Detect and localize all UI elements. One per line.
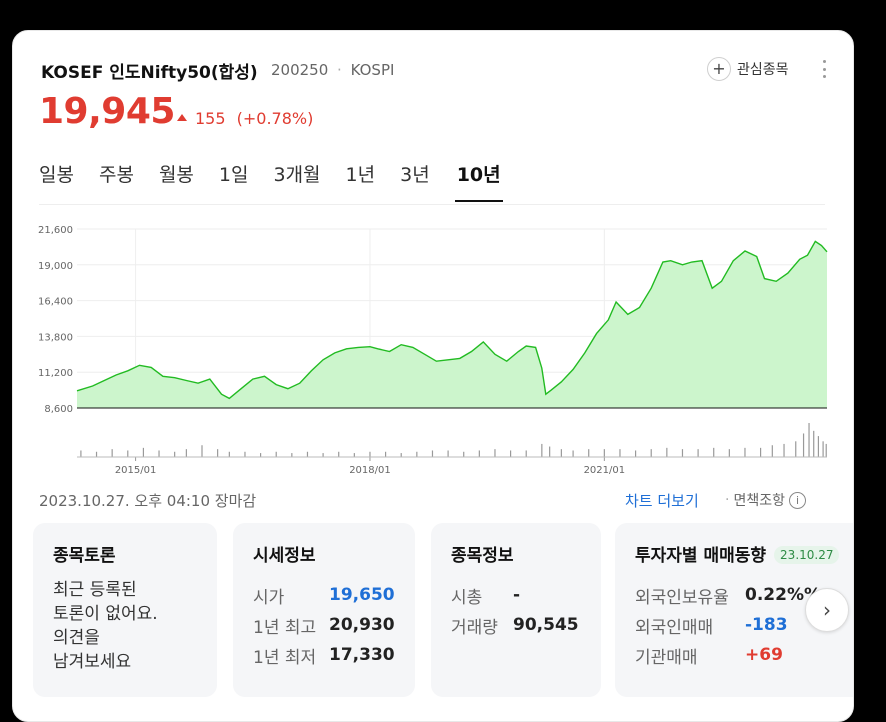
x-tick-label: 2021/01	[584, 465, 626, 476]
info-icon: i	[788, 491, 806, 509]
add-favorite-button[interactable]: + 관심종목	[707, 57, 789, 81]
tab-period[interactable]: 일봉	[39, 164, 74, 186]
tab-period[interactable]: 월봉	[158, 164, 194, 186]
tab-period[interactable]: 3개월	[273, 164, 321, 186]
market-cap-value: -	[513, 585, 521, 605]
year-high-value: 20,930	[329, 615, 395, 635]
chart-more-link[interactable]: 차트 더보기	[625, 492, 699, 510]
next-panel-button[interactable]: ›	[805, 588, 849, 632]
date-badge: 23.10.27	[774, 546, 840, 564]
open-price-label: 시가	[253, 587, 285, 608]
change-percent: (+0.78%)	[236, 109, 314, 128]
stock-code: 200250	[271, 61, 329, 79]
current-price: 19,945	[39, 91, 175, 132]
stock-info-title: 종목정보	[451, 546, 514, 566]
x-tick-label: 2015/01	[115, 465, 157, 476]
discussion-line: 남겨보세요	[53, 652, 132, 672]
market-cap-label: 시총	[451, 587, 483, 608]
y-tick-label: 11,200	[38, 368, 73, 379]
favorite-label: 관심종목	[737, 62, 789, 78]
plus-icon: +	[707, 57, 731, 81]
stock-name[interactable]: KOSEF 인도Nifty50(합성)	[41, 63, 258, 83]
price-area-fill	[77, 241, 827, 408]
foreign-trade-label: 외국인매매	[635, 617, 714, 638]
price-change: 155 (+0.78%)	[177, 109, 313, 128]
y-tick-label: 21,600	[38, 225, 73, 236]
meta-separator: ·	[337, 61, 342, 79]
change-amount: 155	[195, 109, 226, 128]
discussion-message: 최근 등록된 토론이 없어요. 의견을 남겨보세요	[53, 578, 197, 674]
discussion-panel[interactable]: 종목토론 최근 등록된 토론이 없어요. 의견을 남겨보세요	[33, 523, 217, 697]
institution-trade-value: +69	[745, 645, 783, 665]
last-updated-timestamp: 2023.10.27. 오후 04:10 장마감	[39, 492, 257, 510]
stock-card: KOSEF 인도Nifty50(합성) 200250 · KOSPI + 관심종…	[12, 30, 854, 722]
tab-period[interactable]: 1일	[218, 164, 249, 186]
x-tick-label: 2018/01	[349, 465, 391, 476]
quote-info-title: 시세정보	[253, 546, 316, 566]
open-price-value: 19,650	[329, 585, 395, 605]
institution-trade-label: 기관매매	[635, 647, 698, 668]
discussion-line: 의견을	[53, 628, 100, 648]
stock-info-panel[interactable]: 종목정보 시총 - 거래량 90,545	[431, 523, 601, 697]
tab-period[interactable]: 주봉	[98, 164, 134, 186]
price-line	[76, 240, 828, 400]
market-name: KOSPI	[350, 61, 395, 79]
y-tick-label: 19,000	[38, 261, 73, 272]
y-tick-label: 13,800	[38, 332, 73, 343]
info-row: 외국인보유율 0.22%%	[635, 580, 853, 610]
info-row: 거래량 90,545	[451, 610, 581, 640]
info-row: 외국인매매 -183	[635, 610, 853, 640]
price-chart[interactable]: 21,600 19,000 16,400 13,800 11,200 8,600 2015/…	[13, 219, 853, 479]
tab-period[interactable]: 1년	[345, 164, 376, 186]
info-row: 1년 최고 20,930	[253, 610, 395, 640]
period-tabs: 일봉 주봉 월봉 1일 3개월 1년 3년 10년	[39, 158, 528, 205]
disclaimer-label: 면책조항	[733, 493, 785, 509]
info-row: 시가 19,650	[253, 580, 395, 610]
chevron-right-icon: ›	[823, 598, 831, 622]
discussion-line: 최근 등록된	[53, 580, 137, 600]
year-low-value: 17,330	[329, 645, 395, 665]
volume-label: 거래량	[451, 617, 498, 638]
more-options-icon[interactable]	[819, 57, 829, 81]
volume-value: 90,545	[513, 615, 579, 635]
info-row: 시총 -	[451, 580, 581, 610]
info-row: 기관매매 +69	[635, 640, 853, 670]
year-high-label: 1년 최고	[253, 617, 317, 638]
foreign-ownership-label: 외국인보유율	[635, 587, 729, 608]
info-row: 1년 최저 17,330	[253, 640, 395, 670]
discussion-title: 종목토론	[53, 546, 116, 566]
up-triangle-icon	[177, 114, 187, 121]
y-tick-label: 8,600	[44, 404, 73, 415]
foreign-trade-value: -183	[745, 615, 788, 635]
quote-info-panel[interactable]: 시세정보 시가 19,650 1년 최고 20,930 1년 최저 17,330	[233, 523, 415, 697]
disclaimer-separator: ·	[725, 492, 730, 508]
y-tick-label: 16,400	[38, 297, 73, 308]
foreign-ownership-value: 0.22%%	[745, 585, 822, 605]
disclaimer-link[interactable]: · 면책조항 i	[725, 490, 806, 510]
investor-trend-title: 투자자별 매매동향 23.10.27	[635, 541, 853, 566]
tab-period[interactable]: 3년	[400, 164, 430, 186]
year-low-label: 1년 최저	[253, 647, 317, 668]
investor-trend-label: 투자자별 매매동향	[635, 546, 767, 566]
tabs-divider	[39, 204, 825, 205]
discussion-line: 토론이 없어요.	[53, 604, 158, 624]
tab-period[interactable]: 10년	[454, 158, 503, 202]
stock-meta: 200250 · KOSPI	[271, 61, 394, 79]
